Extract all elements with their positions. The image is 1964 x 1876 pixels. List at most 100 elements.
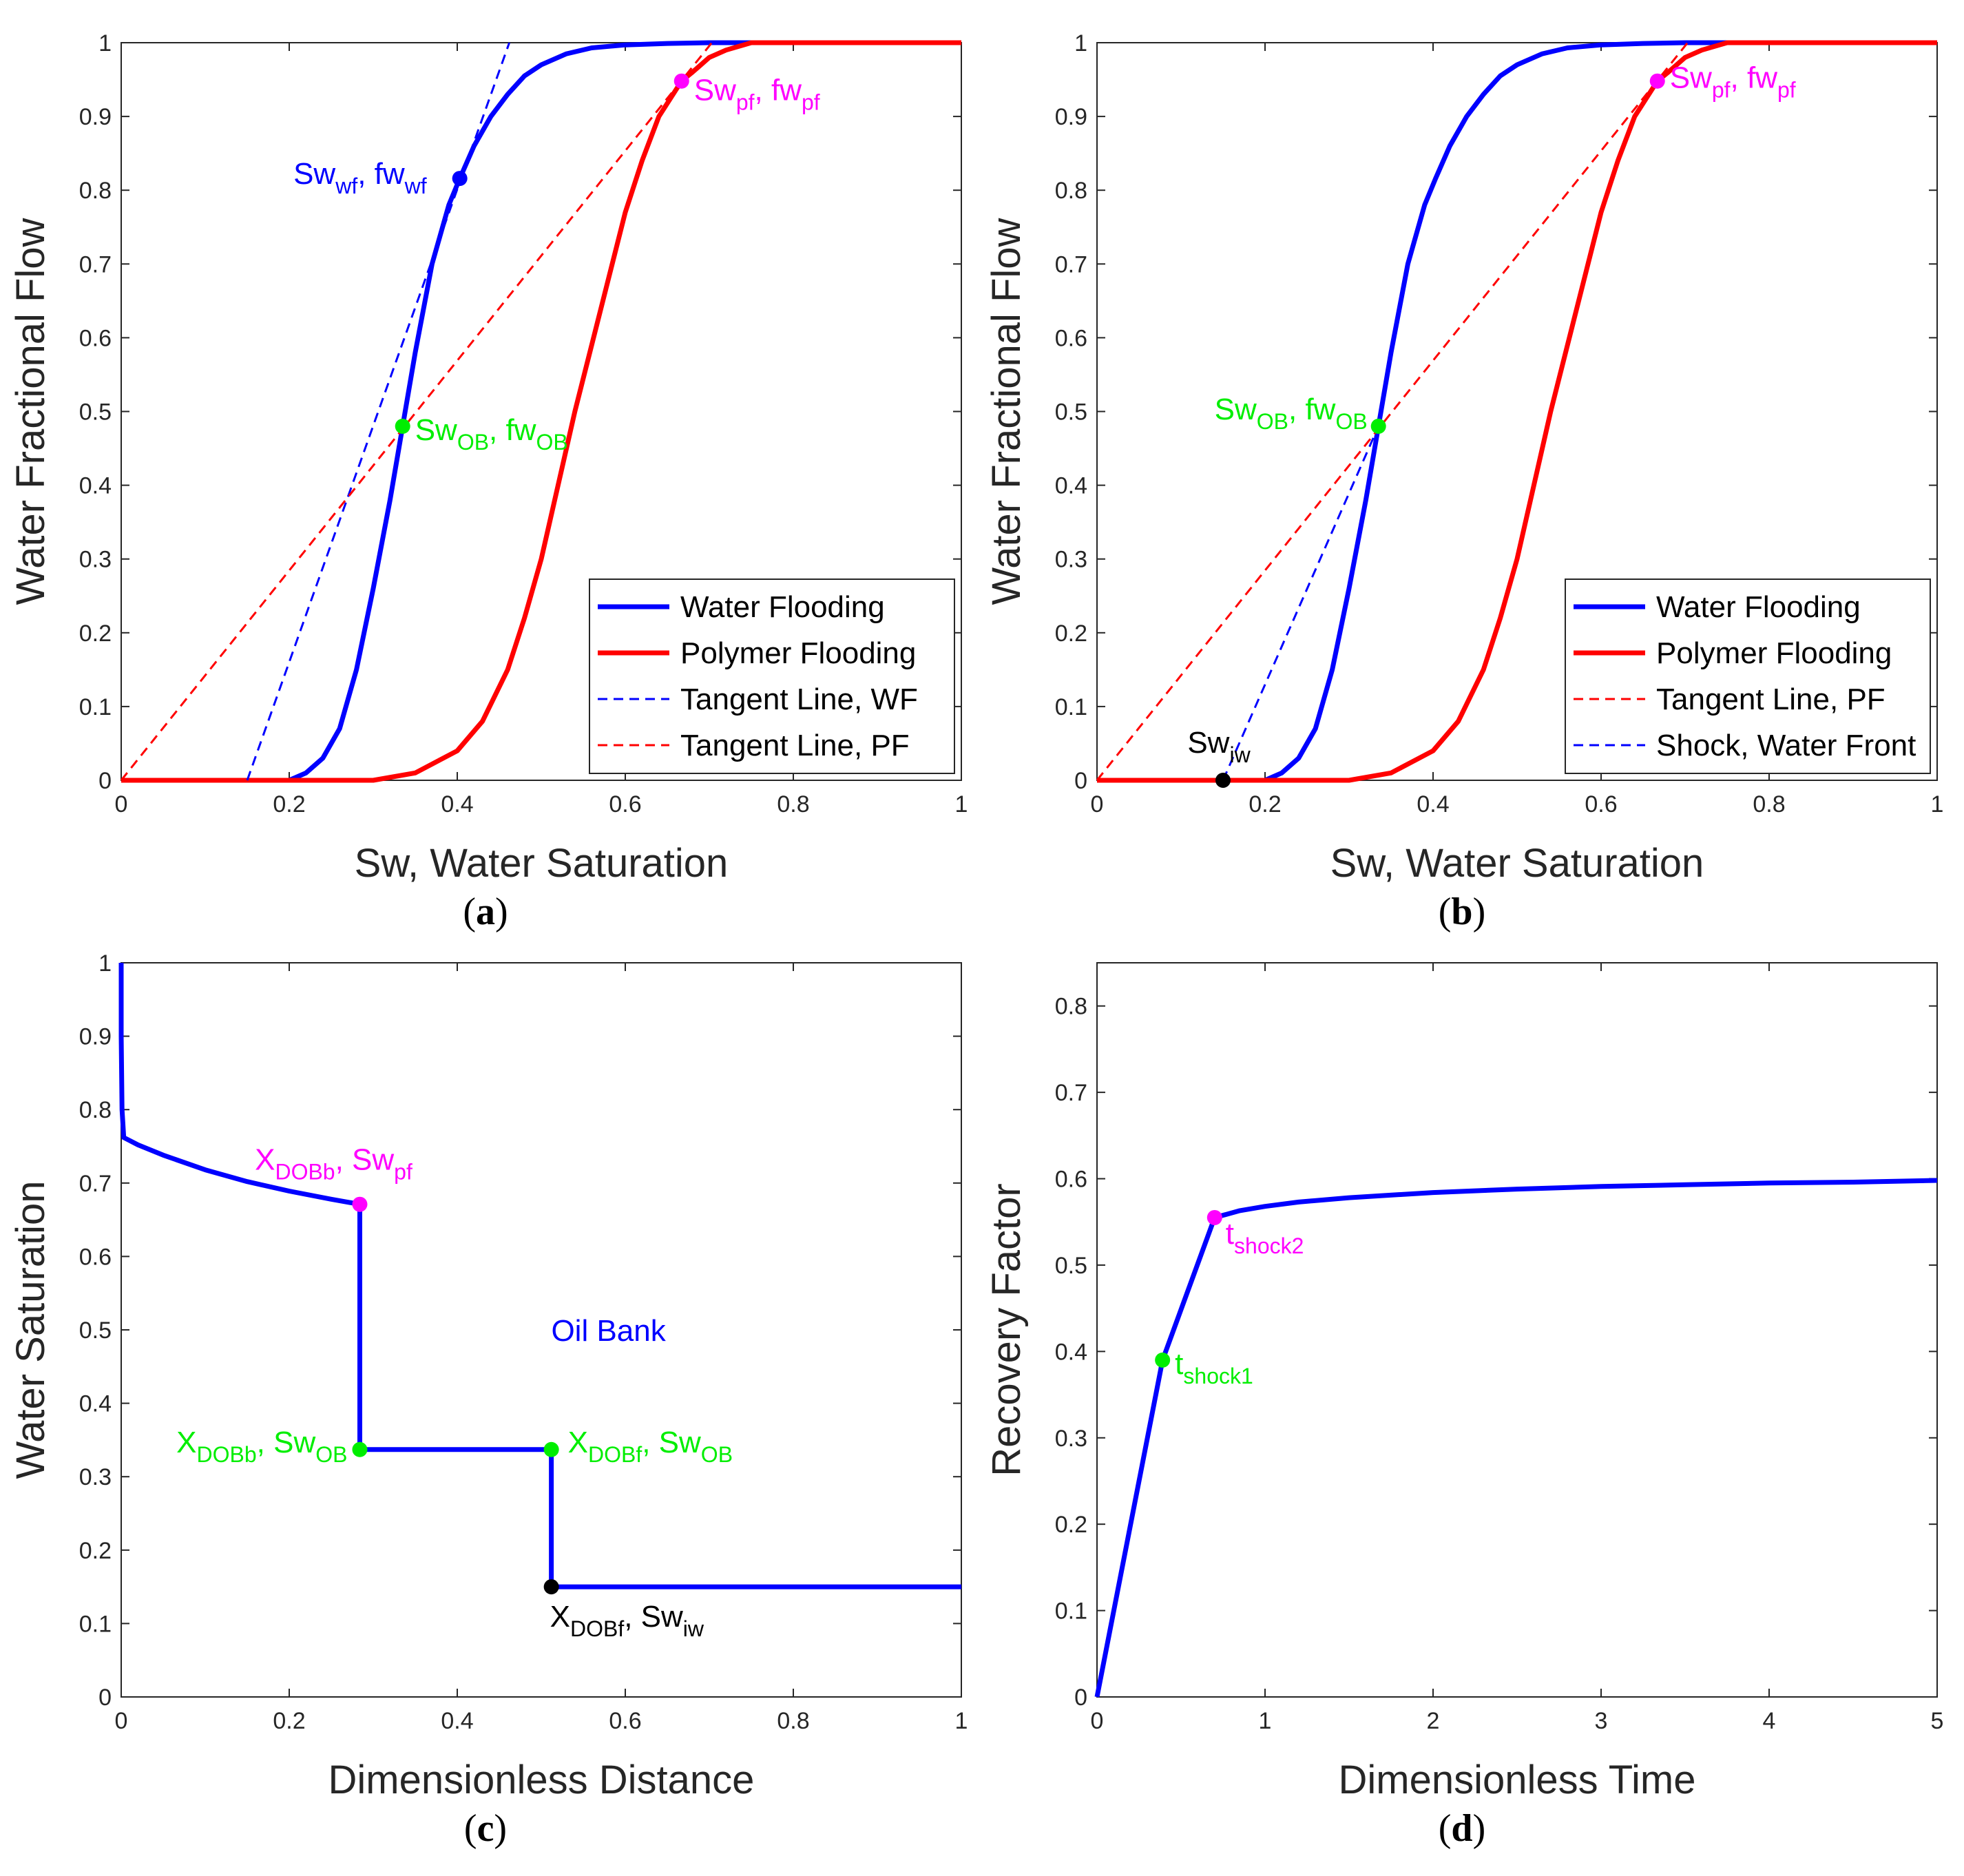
- legend: Water Flooding Polymer Flooding Tangent Li…: [1565, 579, 1931, 774]
- x-tick-label: 0.2: [273, 791, 305, 817]
- x-tick-label: 3: [1595, 1708, 1608, 1734]
- legend-entry-label: Water Flooding: [1656, 590, 1861, 624]
- y-tick-label: 1: [98, 30, 112, 56]
- x-tick-label: 2: [1427, 1708, 1440, 1734]
- x-tick-label: 0: [115, 791, 128, 817]
- x-tick-label: 4: [1763, 1708, 1776, 1734]
- legend-entry-label: Tangent Line, PF: [680, 729, 910, 762]
- point-annotation: SwOB, fwOB: [1215, 393, 1368, 434]
- point-annotation: Swpf, fwpf: [1670, 61, 1796, 103]
- series-water-flooding: [1097, 40, 1937, 783]
- marker-point: [673, 73, 689, 89]
- x-tick-label: 0.2: [1249, 791, 1281, 817]
- y-tick-label: 0.5: [1055, 399, 1087, 426]
- y-tick-label: 0.4: [79, 1391, 112, 1417]
- legend-entry-label: Water Flooding: [680, 590, 885, 624]
- series-water-saturation-profile: [118, 963, 961, 1590]
- legend-entry-label: Shock, Water Front: [1656, 729, 1916, 762]
- panel-letter: (d): [1439, 1807, 1485, 1850]
- y-tick-label: 0.9: [79, 104, 112, 130]
- y-tick-label: 0.7: [79, 1171, 112, 1197]
- point-annotation: SwOB, fwOB: [415, 413, 568, 455]
- x-axis-label: Sw, Water Saturation: [1330, 841, 1704, 886]
- y-tick-label: 0.6: [79, 325, 112, 351]
- y-tick-label: 0: [98, 1685, 112, 1711]
- marker-point: [452, 171, 468, 187]
- y-tick-label: 0.7: [79, 251, 112, 278]
- x-tick-label: 0.6: [609, 1708, 641, 1734]
- x-axis-label: Dimensionless Time: [1339, 1758, 1696, 1802]
- axes-box: [1096, 962, 1938, 1698]
- x-tick-label: 0.8: [777, 791, 809, 817]
- y-tick-label: 0.6: [1055, 325, 1087, 351]
- marker-point: [1649, 73, 1665, 89]
- panel-letter: (c): [464, 1807, 507, 1850]
- panel-a: 0 0.2 0.4 0.6 0.8 1 0 0.1 0.2 0.3 0.4 0.5 0.6 0.7 0.8 0…: [8, 30, 968, 933]
- y-tick-label: 0: [98, 768, 112, 794]
- y-tick-label: 0.1: [79, 694, 112, 720]
- x-tick-label: 0.6: [1585, 791, 1617, 817]
- marker-point: [395, 418, 410, 434]
- y-tick-label: 0.3: [1055, 547, 1087, 573]
- marker-point: [1370, 418, 1386, 434]
- y-tick-label: 0.1: [1055, 694, 1087, 720]
- y-axis-label: Water Fractional Flow: [8, 217, 53, 605]
- y-axis-label: Recovery Factor: [984, 1183, 1029, 1476]
- point-annotation: Swpf, fwpf: [694, 74, 820, 115]
- y-tick-label: 0.2: [79, 621, 112, 647]
- y-tick-label: 0.6: [1055, 1167, 1087, 1193]
- x-tick-label: 0.4: [1417, 791, 1449, 817]
- x-tick-label: 0: [1091, 791, 1104, 817]
- legend-entry-label: Tangent Line, WF: [680, 682, 918, 716]
- marker-point: [1155, 1352, 1171, 1368]
- marker-point: [352, 1441, 368, 1457]
- y-tick-label: 0.2: [1055, 1512, 1087, 1538]
- series-tangent-line-wf: [246, 42, 511, 781]
- point-annotation: XDOBb, SwOB: [176, 1426, 347, 1467]
- panel-b: 0 0.2 0.4 0.6 0.8 1 0 0.1 0.2 0.3 0.4 0.5 0.6 0.7 0.8 0…: [984, 30, 1943, 933]
- point-annotation: XDOBb, Swpf: [255, 1143, 412, 1185]
- x-tick-label: 1: [955, 791, 968, 817]
- marker-point: [352, 1196, 368, 1212]
- y-tick-label: 0.6: [79, 1244, 112, 1270]
- panel-letter: (a): [463, 890, 508, 933]
- point-annotation: tshock2: [1226, 1217, 1304, 1258]
- x-tick-label: 1: [955, 1708, 968, 1734]
- x-axis-label: Dimensionless Distance: [328, 1758, 755, 1802]
- legend-box: [1565, 579, 1931, 774]
- y-axis-label: Water Fractional Flow: [984, 217, 1029, 605]
- x-tick-label: 0.8: [1753, 791, 1785, 817]
- y-tick-label: 0.8: [79, 178, 112, 204]
- series-polymer-flooding: [1097, 40, 1937, 783]
- y-tick-label: 0.3: [79, 1464, 112, 1490]
- y-tick-label: 1: [1074, 30, 1087, 56]
- panel-letter: (b): [1439, 890, 1485, 933]
- y-axis-label: Water Saturation: [8, 1180, 53, 1479]
- y-tick-label: 0.9: [79, 1024, 112, 1050]
- y-tick-label: 1: [98, 950, 112, 977]
- y-tick-label: 0.9: [1055, 104, 1087, 130]
- point-annotation: Swiw: [1187, 726, 1251, 767]
- series-water-flooding: [121, 40, 961, 783]
- panel-c: 0 0.2 0.4 0.6 0.8 1 0 0.1 0.2 0.3 0.4 0.5 0.6 0.7 0.8 0…: [8, 950, 968, 1850]
- series-polymer-flooding: [121, 40, 961, 783]
- legend-entry-label: Polymer Flooding: [680, 636, 916, 670]
- y-tick-label: 0.8: [1055, 178, 1087, 204]
- marker-point: [1206, 1209, 1222, 1225]
- y-tick-label: 0: [1074, 1685, 1087, 1711]
- x-tick-label: 0.8: [777, 1708, 809, 1734]
- marker-point: [543, 1579, 559, 1595]
- x-tick-label: 5: [1931, 1708, 1944, 1734]
- y-tick-label: 0.1: [79, 1611, 112, 1637]
- y-tick-label: 0.5: [79, 399, 112, 426]
- y-tick-label: 0.4: [79, 473, 112, 499]
- y-tick-label: 0.5: [1055, 1253, 1087, 1279]
- y-tick-label: 0.3: [79, 547, 112, 573]
- legend-box: [589, 579, 955, 774]
- x-tick-label: 0.4: [441, 791, 473, 817]
- point-annotation: XDOBf, Swiw: [550, 1600, 704, 1641]
- point-annotation: Swwf, fwwf: [293, 157, 427, 198]
- panel-d: 0 1 2 3 4 5 0 0.1 0.2 0.3 0.4 0.5 0.6 0.7 0.8 Dimension…: [984, 962, 1944, 1850]
- region-annotation: Oil Bank: [551, 1314, 666, 1348]
